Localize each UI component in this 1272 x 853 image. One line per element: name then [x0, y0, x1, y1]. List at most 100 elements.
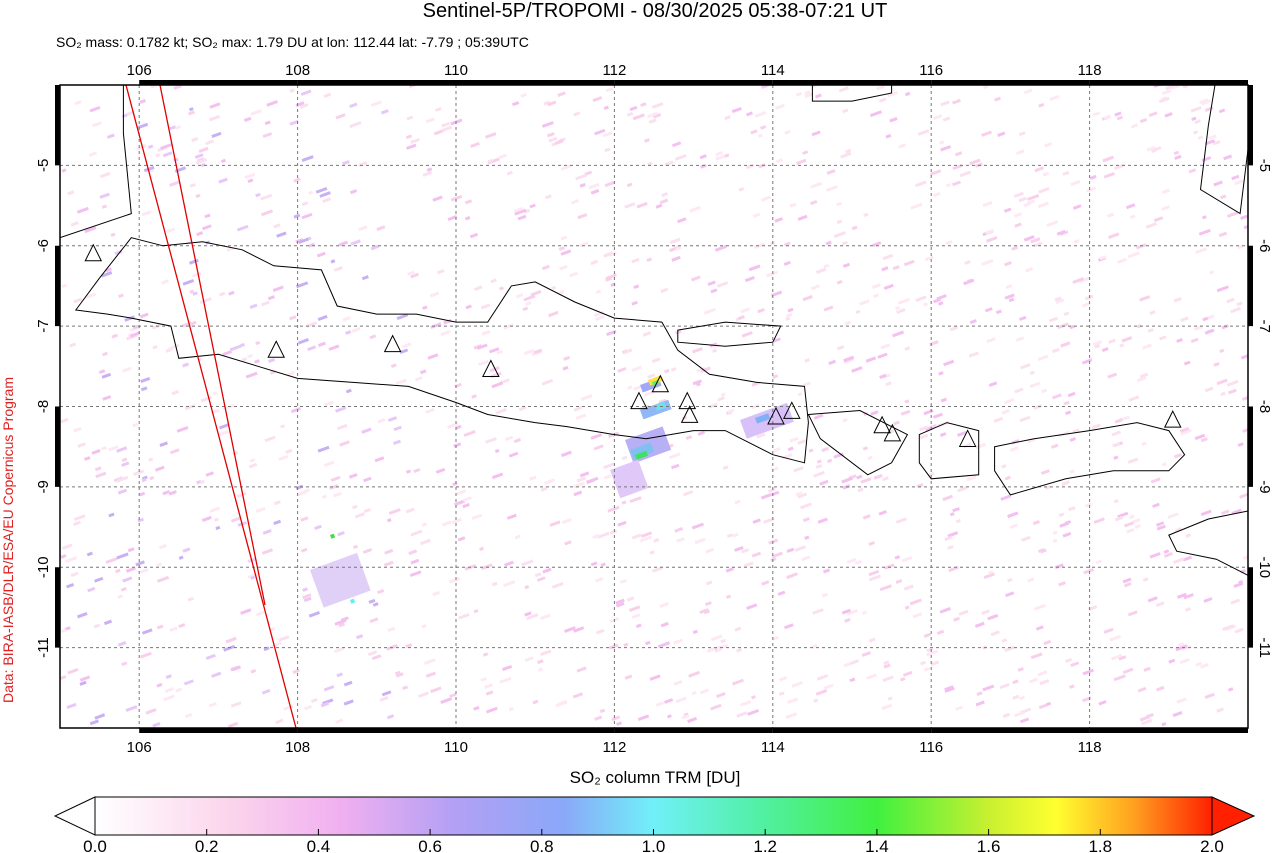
so2-pixel [985, 236, 998, 243]
so2-pixel [821, 592, 829, 598]
so2-pixel [506, 513, 517, 520]
so2-pixel [882, 675, 894, 683]
so2-pixel [1020, 363, 1031, 370]
so2-pixel [797, 439, 807, 445]
so2-pixel [1163, 549, 1170, 554]
so2-pixel [77, 442, 86, 448]
so2-pixel [1150, 477, 1161, 484]
so2-pixel [1116, 257, 1128, 264]
so2-pixel [854, 559, 863, 566]
so2-pixel [162, 489, 171, 496]
so2-pixel [447, 215, 458, 222]
so2-pixel [1091, 423, 1101, 430]
so2-pixel [369, 334, 377, 340]
so2-pixel [410, 529, 423, 537]
volcano [383, 334, 402, 353]
so2-pixel [354, 512, 366, 519]
so2-pixel [362, 548, 373, 554]
so2-pixel [1106, 212, 1115, 218]
so2-pixel [1029, 381, 1041, 389]
so2-pixel [1081, 301, 1091, 308]
so2-pixel [525, 301, 532, 306]
so2-pixel [333, 266, 343, 272]
so2-pixel [700, 163, 707, 169]
x-tick-label: 114 [761, 739, 785, 756]
so2-pixel [163, 694, 175, 702]
so2-pixel [1012, 679, 1019, 685]
so2-pixel [706, 647, 715, 653]
so2-pixel [876, 85, 885, 91]
so2-pixel [168, 490, 177, 496]
so2-pixel [481, 329, 491, 336]
so2-pixel [1173, 452, 1183, 459]
so2-pixel [631, 257, 640, 264]
so2-pixel [485, 706, 498, 714]
plume-pixel [330, 533, 336, 539]
so2-pixel [560, 164, 572, 171]
so2-pixel [1069, 324, 1075, 330]
so2-pixel [631, 300, 638, 306]
so2-pixel [637, 714, 650, 722]
so2-pixel [350, 239, 361, 246]
so2-pixel [315, 186, 328, 194]
so2-pixel [215, 525, 221, 531]
so2-pixel [1014, 710, 1026, 718]
so2-pixel [887, 90, 898, 98]
so2-pixel [419, 369, 427, 375]
so2-pixel [592, 533, 600, 539]
so2-pixel [930, 660, 940, 667]
so2-pixel [1176, 697, 1187, 704]
so2-pixel [405, 507, 415, 514]
so2-pixel [230, 516, 241, 523]
x-tick-label: 112 [602, 739, 626, 756]
so2-pixel [116, 552, 129, 560]
so2-pixel [301, 212, 313, 220]
so2-pixel [1180, 316, 1189, 322]
so2-pixel [604, 181, 615, 188]
so2-pixel [967, 278, 975, 284]
volcano [630, 391, 648, 410]
so2-pixel [141, 628, 153, 635]
so2-pixel [105, 267, 112, 273]
so2-pixel [86, 551, 93, 557]
volcano [482, 359, 500, 378]
so2-pixel [102, 395, 112, 401]
so2-pixel [1234, 179, 1245, 186]
so2-pixel [523, 294, 536, 302]
so2-pixel [631, 533, 642, 540]
so2-pixel [1044, 485, 1052, 490]
so2-pixel [1129, 514, 1135, 520]
so2-pixel [667, 714, 672, 719]
so2-pixel [1107, 372, 1118, 379]
so2-pixel [655, 203, 663, 209]
so2-pixel [1072, 277, 1085, 284]
so2-pixel [647, 373, 656, 379]
so2-pixel [533, 348, 543, 355]
so2-pixel [752, 518, 761, 524]
so2-pixel [795, 91, 803, 97]
so2-pixel [699, 608, 709, 615]
so2-pixel [79, 680, 87, 686]
so2-pixel [184, 403, 196, 411]
plume-pixel [310, 552, 371, 608]
so2-pixel [957, 486, 968, 493]
so2-pixel [551, 582, 564, 589]
so2-pixel [787, 446, 794, 452]
so2-pixel [879, 584, 892, 592]
subtitle: SO₂ mass: 0.1782 kt; SO₂ max: 1.79 DU at… [56, 34, 529, 50]
so2-pixel [804, 90, 811, 95]
so2-pixel [345, 388, 352, 394]
so2-pixel [1156, 524, 1166, 531]
so2-pixel [338, 240, 349, 247]
so2-pixel [893, 420, 900, 426]
so2-pixel [1070, 661, 1080, 668]
frame-segment [456, 728, 615, 733]
so2-pixel [844, 320, 852, 326]
so2-pixel [1195, 247, 1208, 255]
so2-pixel [1237, 442, 1244, 447]
so2-pixel [498, 153, 507, 160]
volcano [767, 406, 785, 425]
so2-pixel [289, 88, 295, 93]
so2-pixel [1213, 362, 1220, 367]
so2-pixel [387, 626, 396, 633]
